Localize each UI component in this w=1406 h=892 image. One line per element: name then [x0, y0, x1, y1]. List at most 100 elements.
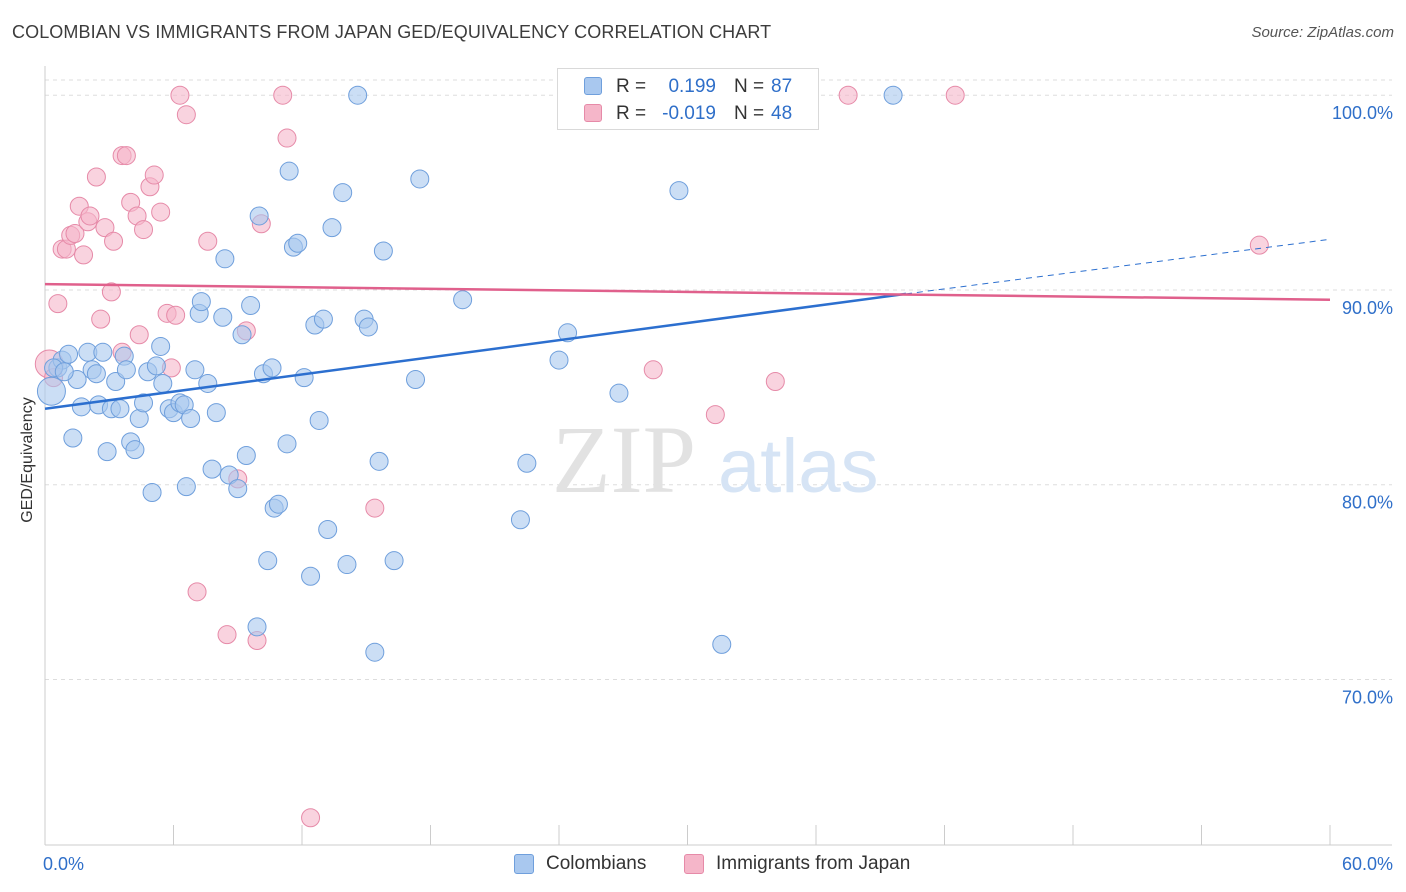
- data-point: [125, 440, 145, 460]
- x-tick-label: 60.0%: [1342, 854, 1393, 874]
- data-point: [142, 483, 162, 503]
- stats-row-colombians: R = 0.199 N = 87: [558, 73, 820, 101]
- stats-n-value: 87: [771, 76, 793, 97]
- watermark: ZIP atlas: [552, 406, 879, 513]
- data-point: [549, 350, 569, 370]
- data-point: [241, 296, 261, 316]
- data-point: [181, 408, 201, 428]
- data-point: [236, 446, 256, 465]
- data-point: [202, 459, 222, 479]
- legend-swatch-pink: [684, 854, 704, 874]
- data-point: [313, 309, 333, 329]
- data-point: [712, 634, 732, 654]
- data-point: [365, 498, 385, 518]
- data-point: [249, 206, 269, 226]
- x-tick-label: 0.0%: [43, 854, 84, 874]
- stats-r-value: 0.199: [668, 76, 716, 97]
- y-tick-label: 90.0%: [1342, 298, 1393, 318]
- data-point: [301, 808, 321, 828]
- data-point: [384, 551, 404, 571]
- data-point: [453, 290, 473, 310]
- trend-line-colombians: [44, 292, 907, 410]
- data-point: [213, 307, 233, 327]
- data-point: [609, 383, 629, 403]
- data-point: [36, 376, 66, 406]
- data-point: [358, 317, 378, 337]
- trend-lines: [44, 238, 1331, 410]
- data-point: [144, 165, 164, 185]
- data-point: [217, 625, 237, 645]
- data-point: [838, 85, 858, 105]
- data-point: [322, 218, 342, 238]
- stats-row-japan: R = -0.019 N = 48: [558, 100, 820, 128]
- chart-title: COLOMBIAN VS IMMIGRANTS FROM JAPAN GED/E…: [12, 22, 772, 42]
- data-point: [262, 358, 282, 378]
- data-point: [166, 305, 186, 325]
- data-point: [232, 325, 252, 345]
- watermark-zip: ZIP: [552, 406, 696, 513]
- data-point: [151, 202, 171, 222]
- trend-line-colombians-extension: [905, 238, 1331, 295]
- stats-n-value: 48: [771, 103, 793, 124]
- data-point: [277, 434, 297, 454]
- data-point: [705, 405, 725, 425]
- stats-swatch-blue: [584, 77, 602, 95]
- stats-box: R = 0.199 N = 87 R = -0.019 N = 48: [557, 68, 819, 130]
- data-point: [48, 294, 68, 314]
- data-point: [129, 325, 149, 345]
- data-point: [406, 370, 426, 390]
- data-point: [93, 342, 113, 362]
- data-point: [95, 218, 115, 238]
- legend-label: Immigrants from Japan: [716, 853, 911, 874]
- data-point: [187, 582, 207, 602]
- stats-r-value: -0.019: [662, 103, 716, 124]
- watermark-atlas: atlas: [718, 424, 879, 509]
- data-point: [273, 85, 293, 105]
- data-point: [97, 442, 117, 462]
- data-point: [134, 220, 154, 240]
- data-point: [268, 494, 288, 514]
- data-point: [153, 373, 173, 393]
- data-point: [309, 410, 329, 430]
- data-point: [198, 373, 218, 393]
- data-point: [74, 245, 94, 265]
- data-point: [110, 399, 130, 419]
- data-point: [318, 520, 338, 540]
- data-point: [134, 393, 154, 413]
- data-point: [86, 167, 106, 187]
- legend-label: Colombians: [546, 853, 647, 874]
- data-point: [54, 362, 74, 382]
- data-point: [80, 206, 100, 226]
- data-point: [410, 169, 430, 189]
- data-point: [510, 510, 530, 530]
- series-japan-points: [34, 85, 1269, 828]
- data-point: [170, 85, 190, 105]
- data-point: [279, 161, 299, 181]
- stats-r-label: R =: [616, 103, 647, 124]
- data-point: [945, 85, 965, 105]
- data-point: [191, 292, 211, 312]
- data-point: [59, 344, 79, 364]
- data-point: [765, 371, 785, 391]
- trend-line-japan: [44, 282, 1331, 301]
- data-point: [206, 403, 226, 423]
- stats-swatch-pink: [584, 104, 602, 122]
- data-point: [1249, 235, 1269, 255]
- data-point: [219, 465, 239, 485]
- data-point: [337, 555, 357, 575]
- data-point: [258, 551, 278, 571]
- data-point: [71, 397, 91, 417]
- stats-r-label: R =: [616, 76, 647, 97]
- axes: [44, 66, 1392, 846]
- data-point: [116, 360, 136, 380]
- data-point: [333, 183, 353, 203]
- data-point: [86, 364, 106, 384]
- data-point: [104, 231, 124, 251]
- data-point: [176, 105, 196, 125]
- data-point: [277, 128, 297, 148]
- data-point: [185, 360, 205, 380]
- data-point: [669, 181, 689, 201]
- y-tick-label: 100.0%: [1332, 103, 1393, 123]
- data-point: [101, 282, 121, 302]
